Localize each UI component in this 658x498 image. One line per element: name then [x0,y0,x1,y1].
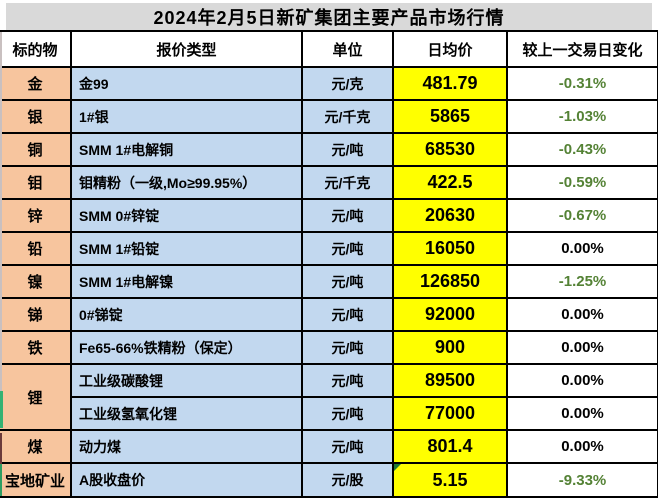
change-cell[interactable]: -9.33% [506,462,658,498]
commodity-cell[interactable]: 锂 [0,363,72,431]
table-row: 铁 Fe65-66%铁精粉（保定） 元/吨 900 0.00% [0,330,658,365]
avg-price-cell[interactable]: 68530 [392,132,508,167]
commodity-cell[interactable]: 锌 [0,198,72,233]
change-cell[interactable]: -1.03% [506,99,658,134]
commodity-cell[interactable]: 宝地矿业 [0,462,72,498]
commodity-cell[interactable]: 镍 [0,264,72,299]
header-quote-type[interactable]: 报价类型 [70,30,303,68]
avg-price-cell[interactable]: 481.79 [392,66,508,101]
quote-type-cell[interactable]: SMM 0#锌锭 [70,198,303,233]
header-commodity[interactable]: 标的物 [0,30,72,68]
screen-edge-artifact [0,32,2,391]
unit-cell[interactable]: 元/吨 [301,264,394,299]
commodity-cell[interactable]: 锑 [0,297,72,332]
change-cell[interactable]: 0.00% [506,396,658,431]
quote-type-cell[interactable]: 1#银 [70,99,303,134]
avg-price-cell[interactable]: 89500 [392,363,508,398]
commodity-cell[interactable]: 铅 [0,231,72,266]
change-cell[interactable]: 0.00% [506,330,658,365]
table-row: 锑 0#锑锭 元/吨 92000 0.00% [0,297,658,332]
commodity-cell[interactable]: 煤 [0,429,72,464]
quote-type-cell[interactable]: A股收盘价 [70,462,303,498]
change-cell[interactable]: -0.31% [506,66,658,101]
avg-price-cell[interactable]: 126850 [392,264,508,299]
unit-cell[interactable]: 元/吨 [301,429,394,464]
avg-price-cell[interactable]: 5.15 [392,462,508,498]
header-unit[interactable]: 单位 [301,30,394,68]
quote-type-cell[interactable]: 金99 [70,66,303,101]
unit-cell[interactable]: 元/吨 [301,231,394,266]
screen-edge-artifact [0,391,3,428]
unit-cell[interactable]: 元/克 [301,66,394,101]
avg-price-cell[interactable]: 92000 [392,297,508,332]
quote-type-cell[interactable]: SMM 1#电解镍 [70,264,303,299]
unit-cell[interactable]: 元/吨 [301,198,394,233]
table-row: 锌 SMM 0#锌锭 元/吨 20630 -0.67% [0,198,658,233]
quote-type-cell[interactable]: 工业级碳酸锂 [70,363,303,398]
unit-cell[interactable]: 元/吨 [301,363,394,398]
avg-price-cell[interactable]: 16050 [392,231,508,266]
unit-cell[interactable]: 元/千克 [301,165,394,200]
table-row: 煤 动力煤 元/吨 801.4 0.00% [0,429,658,464]
quote-type-cell[interactable]: SMM 1#铅锭 [70,231,303,266]
screen-edge-artifact [0,464,2,496]
unit-cell[interactable]: 元/吨 [301,396,394,431]
change-cell[interactable]: -1.25% [506,264,658,299]
quote-type-cell[interactable]: SMM 1#电解铜 [70,132,303,167]
header-change[interactable]: 较上一交易日变化 [506,30,658,68]
quote-type-cell[interactable]: 工业级氢氧化锂 [70,396,303,431]
report-title: 2024年2月5日新矿集团主要产品市场行情 [6,3,652,30]
quote-type-cell[interactable]: 动力煤 [70,429,303,464]
header-row: 标的物 报价类型 单位 日均价 较上一交易日变化 [0,30,658,68]
commodity-cell[interactable]: 银 [0,99,72,134]
table-row: 钼 钼精粉（一级,Mo≥99.95%） 元/千克 422.5 -0.59% [0,165,658,200]
quote-type-cell[interactable]: 钼精粉（一级,Mo≥99.95%） [70,165,303,200]
avg-price-cell[interactable]: 801.4 [392,429,508,464]
unit-cell[interactable]: 元/吨 [301,132,394,167]
change-cell[interactable]: 0.00% [506,363,658,398]
quote-type-cell[interactable]: 0#锑锭 [70,297,303,332]
commodity-cell[interactable]: 金 [0,66,72,101]
unit-cell[interactable]: 元/股 [301,462,394,498]
price-table: 标的物 报价类型 单位 日均价 较上一交易日变化 金 金99 元/克 481.7… [0,30,658,498]
table-row: 镍 SMM 1#电解镍 元/吨 126850 -1.25% [0,264,658,299]
unit-cell[interactable]: 元/吨 [301,297,394,332]
change-cell[interactable]: 0.00% [506,297,658,332]
change-cell[interactable]: -0.59% [506,165,658,200]
quote-type-cell[interactable]: Fe65-66%铁精粉（保定） [70,330,303,365]
table-row: 银 1#银 元/千克 5865 -1.03% [0,99,658,134]
change-cell[interactable]: -0.43% [506,132,658,167]
avg-price-cell[interactable]: 5865 [392,99,508,134]
change-cell[interactable]: 0.00% [506,231,658,266]
commodity-cell[interactable]: 钼 [0,165,72,200]
avg-price-cell[interactable]: 422.5 [392,165,508,200]
avg-price-cell[interactable]: 20630 [392,198,508,233]
unit-cell[interactable]: 元/吨 [301,330,394,365]
commodity-cell[interactable]: 铜 [0,132,72,167]
commodity-cell[interactable]: 铁 [0,330,72,365]
change-cell[interactable]: -0.67% [506,198,658,233]
unit-cell[interactable]: 元/千克 [301,99,394,134]
header-avg-price[interactable]: 日均价 [392,30,508,68]
table-row: 铅 SMM 1#铅锭 元/吨 16050 0.00% [0,231,658,266]
avg-price-cell[interactable]: 77000 [392,396,508,431]
table-row: 宝地矿业 A股收盘价 元/股 5.15 -9.33% [0,462,658,498]
avg-price-cell[interactable]: 900 [392,330,508,365]
table-row: 工业级氢氧化锂 元/吨 77000 0.00% [0,396,658,431]
change-cell[interactable]: 0.00% [506,429,658,464]
table-row: 铜 SMM 1#电解铜 元/吨 68530 -0.43% [0,132,658,167]
table-row: 金 金99 元/克 481.79 -0.31% [0,66,658,101]
table-row: 锂 工业级碳酸锂 元/吨 89500 0.00% [0,363,658,431]
screen-edge-artifact [0,433,2,464]
